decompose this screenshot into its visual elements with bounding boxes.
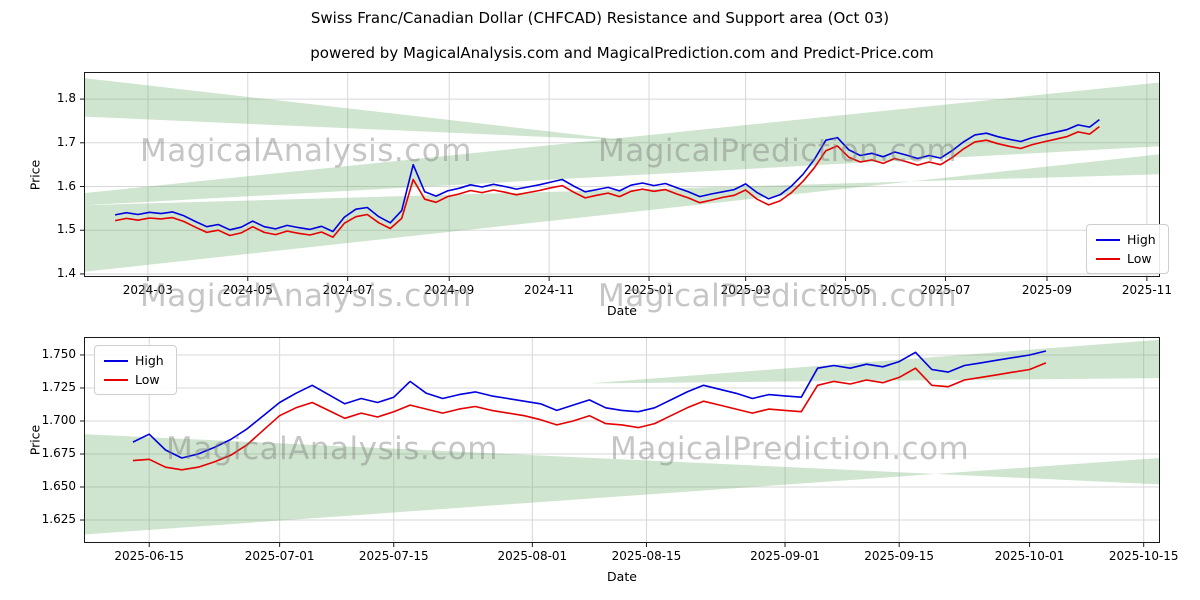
x-tick-label: 2025-09-01 — [750, 549, 820, 563]
recent-chart-plot — [80, 337, 1160, 547]
x-axis-label: Date — [607, 569, 637, 584]
y-tick-label: 1.5 — [56, 222, 76, 237]
axes-spine — [84, 337, 1160, 543]
high-line-swatch-icon — [1096, 238, 1120, 241]
legend-label: High — [135, 353, 164, 368]
grid-lines — [84, 337, 1160, 543]
history-chart-plot — [80, 72, 1160, 281]
x-tick-label: 2024-09 — [424, 283, 475, 297]
x-tick-label: 2025-08-15 — [611, 549, 682, 563]
x-tick-label: 2024-05 — [222, 283, 273, 297]
y-tick-label: 1.650 — [41, 479, 76, 493]
y-tick-label: 1.750 — [41, 346, 76, 361]
x-axis-label: Date — [607, 303, 637, 318]
low-series-line — [132, 362, 1047, 471]
resistance-area-band — [589, 339, 1160, 384]
y-tick-label: 1.6 — [56, 178, 76, 193]
legend: High Low — [1086, 224, 1169, 274]
watermark-text: MagicalAnalysis.com — [140, 278, 472, 314]
x-tick-label: 2025-01 — [623, 283, 675, 297]
legend-item-low: Low — [1096, 249, 1156, 268]
x-tick-label: 2025-07 — [920, 283, 971, 297]
watermark-text: MagicalPrediction.com — [610, 431, 970, 467]
y-tick-label: 1.4 — [56, 265, 76, 280]
y-tick-label: 1.7 — [56, 134, 76, 149]
y-tick-label: 1.700 — [41, 412, 76, 427]
low-series-line — [114, 125, 1100, 238]
high-series-line — [114, 118, 1100, 233]
resistance-area-band — [84, 82, 1160, 206]
x-tick-label: 2024-11 — [524, 283, 575, 297]
x-tick-label: 2025-06-15 — [114, 549, 185, 563]
y-tick-label: 1.8 — [56, 91, 76, 106]
upper-left-wedge — [84, 78, 630, 141]
legend-item-high: High — [104, 351, 164, 370]
figure-subtitle: powered by MagicalAnalysis.com and Magic… — [310, 44, 934, 62]
watermark-text: MagicalAnalysis.com — [166, 431, 498, 467]
grid-lines — [84, 72, 1160, 277]
legend-label: Low — [1127, 251, 1152, 266]
x-tick-label: 2024-07 — [322, 283, 373, 297]
y-tick-label: 1.625 — [41, 512, 76, 527]
watermark-text: MagicalAnalysis.com — [140, 133, 472, 169]
legend-item-high: High — [1096, 230, 1156, 249]
x-tick-label: 2025-05 — [820, 283, 871, 297]
y-axis-label: Price — [27, 159, 43, 190]
high-series-line — [132, 350, 1047, 459]
y-tick-label: 1.675 — [41, 445, 76, 460]
x-tick-label: 2025-09-15 — [864, 549, 935, 563]
x-tick-label: 2025-07-01 — [244, 549, 315, 563]
figure-title: Swiss Franc/Canadian Dollar (CHFCAD) Res… — [310, 9, 890, 27]
legend-item-low: Low — [104, 370, 164, 389]
x-tick-label: 2025-10-15 — [1108, 549, 1179, 563]
x-tick-label: 2025-08-01 — [497, 549, 568, 563]
watermark-text: MagicalPrediction.com — [598, 133, 958, 169]
watermark-text: MagicalPrediction.com — [598, 278, 958, 314]
x-tick-label: 2024-03 — [122, 283, 173, 297]
legend: High Low — [94, 345, 177, 395]
x-tick-label: 2025-07-15 — [358, 549, 429, 563]
x-tick-label: 2025-09 — [1021, 283, 1073, 297]
low-line-swatch-icon — [1096, 257, 1120, 260]
high-line-swatch-icon — [104, 359, 128, 362]
axes-spine — [84, 72, 1160, 277]
legend-label: High — [1127, 232, 1156, 247]
low-line-swatch-icon — [104, 378, 128, 381]
support-area-band — [84, 154, 1160, 272]
legend-label: Low — [135, 372, 160, 387]
x-tick-label: 2025-03 — [720, 283, 771, 297]
y-axis-label: Price — [27, 424, 43, 456]
support-area-band — [84, 434, 1160, 535]
x-tick-label: 2025-11 — [1121, 283, 1172, 297]
x-tick-label: 2025-10-01 — [994, 549, 1065, 563]
y-tick-label: 1.725 — [41, 379, 76, 394]
